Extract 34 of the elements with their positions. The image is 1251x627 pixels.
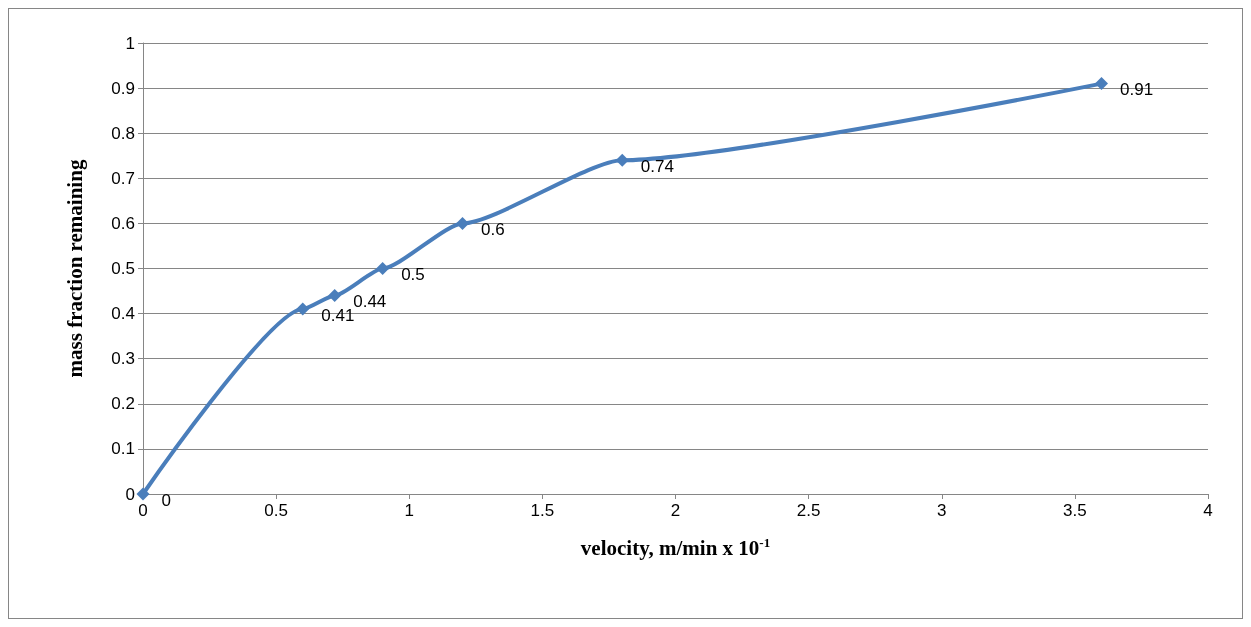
y-tick-label: 0.9 <box>111 78 135 98</box>
y-tick-label: 0.5 <box>111 259 135 278</box>
y-tick-label: 0.4 <box>111 304 135 324</box>
y-tick-label: 0.7 <box>111 168 135 188</box>
y-tick-label: 0.3 <box>111 349 135 369</box>
y-axis-title: mass fraction remaining <box>62 159 87 378</box>
point <box>296 302 310 316</box>
y-tick-label: 0.1 <box>111 439 135 459</box>
x-tick-label: 4 <box>1203 501 1213 520</box>
y-tick-label: 1 <box>125 33 135 53</box>
data-label: 0.6 <box>481 219 505 239</box>
point <box>456 216 469 230</box>
data-label: 0.5 <box>401 265 425 284</box>
point <box>136 487 150 501</box>
x-tick-label: 0.5 <box>264 501 288 520</box>
data-label: 0.41 <box>321 305 355 325</box>
x-tick-label: 0 <box>138 501 148 520</box>
x-tick-label: 2 <box>670 501 681 520</box>
y-tick-label: 0.8 <box>111 123 135 143</box>
x-tick-label: 2.5 <box>796 501 821 520</box>
y-tick-label: 0.2 <box>111 394 135 414</box>
data-label: 0.74 <box>640 156 674 176</box>
x-tick-label: 1.5 <box>530 501 555 520</box>
x-tick-label: 3 <box>937 501 947 520</box>
x-tick-label: 1 <box>404 501 414 520</box>
data-label: 0.44 <box>353 292 387 312</box>
point <box>328 289 342 303</box>
point <box>376 262 390 275</box>
y-tick-label: 0 <box>125 484 135 504</box>
x-tick-label: 3.5 <box>1063 501 1087 520</box>
y-tick-label: 0.6 <box>111 213 135 233</box>
point <box>615 153 629 167</box>
data-label: 0.91 <box>1120 80 1154 100</box>
point <box>1095 77 1108 91</box>
